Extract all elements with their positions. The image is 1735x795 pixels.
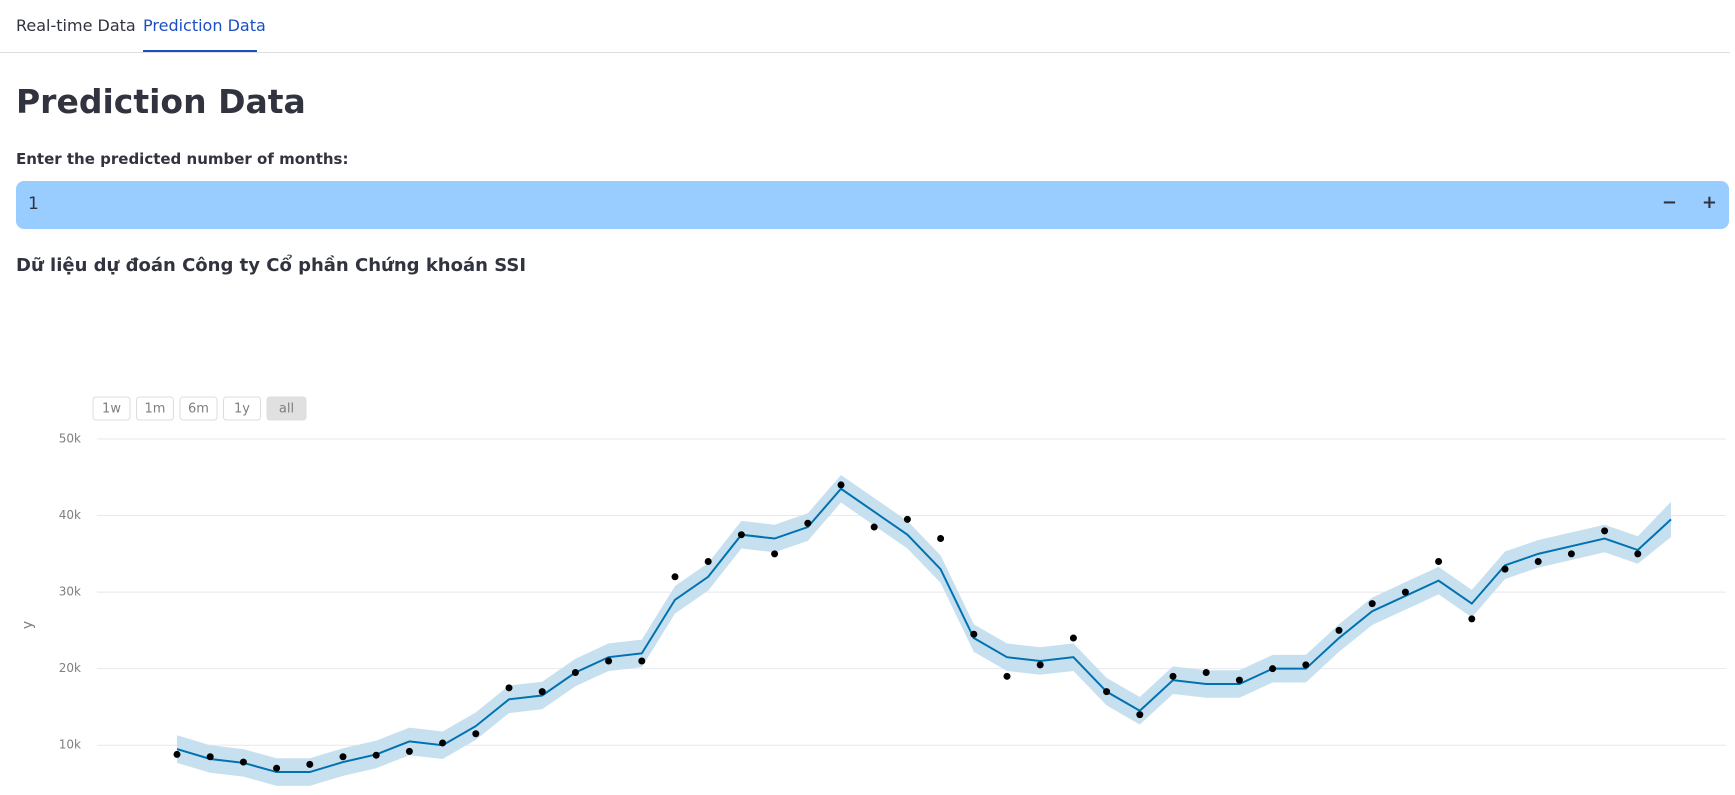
decrement-button[interactable]: −: [1661, 192, 1677, 213]
heading: Prediction Data: [16, 82, 306, 121]
actual-point: [1136, 711, 1144, 719]
actual-point: [1235, 676, 1243, 684]
actual-point: [870, 523, 878, 531]
range-button-label[interactable]: 6m: [188, 402, 209, 417]
range-button-label[interactable]: 1m: [145, 402, 166, 417]
actual-point: [472, 730, 480, 738]
actual-point: [970, 630, 978, 638]
actual-point: [1601, 527, 1609, 535]
actual-point: [1368, 600, 1376, 608]
input-value: 1: [28, 194, 39, 214]
actual-point: [1269, 665, 1277, 673]
tab-active[interactable]: Prediction Data: [143, 16, 266, 35]
actual-point: [671, 573, 679, 581]
tab-underline: [143, 50, 257, 52]
y-tick-label: 40k: [59, 508, 81, 522]
actual-point: [1634, 550, 1642, 558]
actual-point: [1435, 557, 1443, 565]
actual-point: [1468, 615, 1476, 623]
actual-point: [804, 519, 812, 527]
range-button-label[interactable]: all: [279, 402, 294, 417]
increment-button[interactable]: +: [1701, 192, 1717, 213]
actual-point: [903, 515, 911, 523]
range-button[interactable]: [179, 396, 218, 421]
actual-point: [638, 657, 646, 665]
actual-point: [571, 669, 579, 677]
actual-point: [405, 747, 413, 755]
actual-point: [1335, 626, 1343, 634]
actual-point: [505, 684, 513, 692]
actual-point: [1302, 661, 1310, 669]
range-button[interactable]: [223, 396, 261, 421]
actual-point: [1036, 661, 1044, 669]
forecast-line: [176, 487, 1672, 774]
y-axis-label: y: [20, 621, 36, 629]
uncertainty-band: [177, 474, 1671, 786]
range-button-label[interactable]: 1w: [102, 402, 121, 417]
actual-point: [937, 535, 945, 543]
actual-point: [1534, 557, 1542, 565]
y-tick-label: 20k: [59, 661, 81, 675]
range-button[interactable]: [266, 396, 307, 421]
actual-point: [273, 764, 281, 772]
actual-point: [1169, 672, 1177, 680]
actual-point: [1069, 634, 1077, 642]
input-label: Enter the predicted number of months:: [16, 150, 349, 168]
y-tick-label: 50k: [59, 432, 81, 446]
actual-point: [1003, 672, 1011, 680]
tab[interactable]: Real-time Data: [16, 16, 136, 35]
actual-point: [1501, 565, 1509, 573]
actual-point: [704, 557, 712, 565]
actual-point: [771, 550, 779, 558]
actual-point: [206, 753, 214, 761]
actual-point: [239, 758, 247, 766]
actual-point: [439, 739, 447, 747]
number-input[interactable]: 1 − +: [16, 181, 1729, 229]
range-button[interactable]: [92, 396, 131, 421]
actual-point: [1567, 550, 1575, 558]
range-button-label[interactable]: 1y: [234, 402, 250, 417]
actual-point: [372, 751, 380, 759]
actual-point: [339, 753, 347, 761]
actual-point: [737, 531, 745, 539]
tab-divider: [0, 52, 1730, 53]
subheading: Dữ liệu dự đoán Công ty Cổ phần Chứng kh…: [16, 255, 527, 276]
actual-point: [306, 760, 314, 768]
actual-point: [538, 688, 546, 696]
y-tick-label: 10k: [59, 738, 81, 752]
range-button[interactable]: [136, 396, 174, 421]
actual-point: [1202, 669, 1210, 677]
actual-point: [173, 750, 181, 758]
actual-point: [1401, 588, 1409, 596]
y-tick-label: 30k: [59, 585, 81, 599]
actual-point: [837, 481, 845, 489]
actual-point: [1103, 688, 1111, 696]
actual-point: [605, 657, 613, 665]
